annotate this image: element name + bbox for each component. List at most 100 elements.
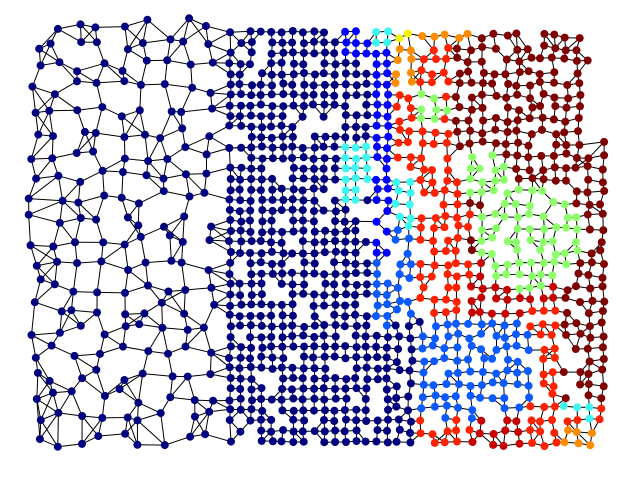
graph-node: [363, 268, 372, 277]
graph-node: [288, 38, 297, 47]
graph-node: [247, 279, 256, 288]
graph-node: [341, 384, 350, 393]
graph-node: [536, 246, 545, 254]
graph-node: [225, 396, 234, 405]
graph-node: [91, 23, 100, 32]
graph-node: [407, 417, 415, 426]
graph-node: [331, 385, 339, 393]
graph-edge: [139, 84, 142, 111]
graph-node: [372, 238, 381, 247]
graph-node: [135, 320, 144, 329]
graph-node: [236, 353, 245, 362]
graph-node: [372, 259, 381, 267]
graph-node: [235, 279, 244, 288]
graph-node: [597, 404, 606, 413]
graph-node: [406, 260, 415, 269]
graph-node: [258, 228, 267, 237]
graph-node: [288, 249, 297, 258]
graph-node: [143, 15, 152, 24]
graph-edge: [30, 244, 58, 263]
graph-node: [444, 283, 453, 292]
graph-node: [330, 280, 339, 289]
graph-node: [467, 341, 476, 350]
graph-node: [257, 175, 266, 184]
graph-node: [463, 58, 472, 66]
graph-node: [352, 405, 361, 414]
graph-node: [267, 28, 276, 36]
graph-node: [123, 45, 132, 54]
graph-node: [96, 349, 104, 358]
graph-node: [320, 321, 329, 329]
graph-node: [451, 116, 460, 125]
graph-node: [299, 174, 308, 183]
graph-node: [351, 291, 359, 299]
graph-node: [289, 342, 298, 351]
graph-edge: [38, 28, 59, 50]
graph-node: [467, 246, 476, 255]
graph-node: [340, 322, 349, 331]
graph-node: [73, 77, 81, 86]
graph-node: [300, 69, 308, 77]
graph-node: [383, 69, 392, 78]
graph-node: [331, 154, 340, 163]
graph-node: [383, 279, 392, 288]
graph-node: [552, 438, 561, 447]
graph-node: [372, 38, 381, 47]
graph-node: [277, 259, 286, 268]
graph-node: [288, 321, 297, 330]
graph-node: [92, 78, 101, 87]
graph-edge: [57, 391, 73, 414]
graph-node: [310, 227, 319, 236]
graph-node: [511, 200, 520, 208]
graph-node: [341, 258, 350, 267]
graph-node: [538, 186, 546, 195]
graph-node: [78, 439, 86, 448]
graph-node: [207, 348, 216, 357]
graph-node: [257, 426, 266, 435]
graph-edge: [76, 132, 97, 154]
graph-node: [574, 439, 583, 448]
graph-node: [362, 289, 371, 298]
graph-node: [267, 70, 276, 79]
graph-node: [372, 280, 381, 289]
graph-node: [341, 69, 350, 78]
graph-node: [118, 66, 127, 75]
graph-node: [289, 373, 298, 382]
graph-node: [560, 249, 569, 258]
graph-node: [119, 168, 127, 176]
graph-node: [290, 59, 298, 68]
graph-node: [540, 41, 549, 50]
graph-node: [257, 363, 266, 372]
graph-node: [526, 94, 534, 103]
graph-node: [247, 48, 256, 57]
graph-node: [416, 235, 425, 244]
graph-node: [560, 33, 569, 42]
graph-node: [432, 322, 440, 331]
graph-node: [467, 297, 476, 306]
graph-node: [572, 238, 580, 247]
graph-node: [185, 192, 194, 201]
graph-node: [67, 306, 76, 315]
graph-edge: [81, 417, 103, 445]
graph-edge: [208, 269, 231, 285]
graph-node: [394, 138, 403, 147]
graph-node: [406, 214, 415, 223]
graph-node: [393, 283, 402, 292]
graph-node: [246, 321, 255, 330]
graph-node: [455, 34, 464, 42]
graph-node: [406, 153, 415, 162]
graph-node: [430, 114, 439, 123]
graph-node: [267, 322, 276, 331]
graph-node: [525, 283, 534, 292]
graph-node: [120, 77, 129, 86]
graph-node: [289, 415, 298, 424]
graph-node: [361, 132, 370, 141]
graph-node: [49, 242, 58, 251]
graph-node: [134, 221, 143, 230]
graph-edge: [35, 112, 54, 137]
graph-node: [512, 330, 520, 339]
graph-node: [562, 164, 571, 173]
graph-node: [341, 175, 350, 184]
graph-node: [361, 342, 370, 351]
